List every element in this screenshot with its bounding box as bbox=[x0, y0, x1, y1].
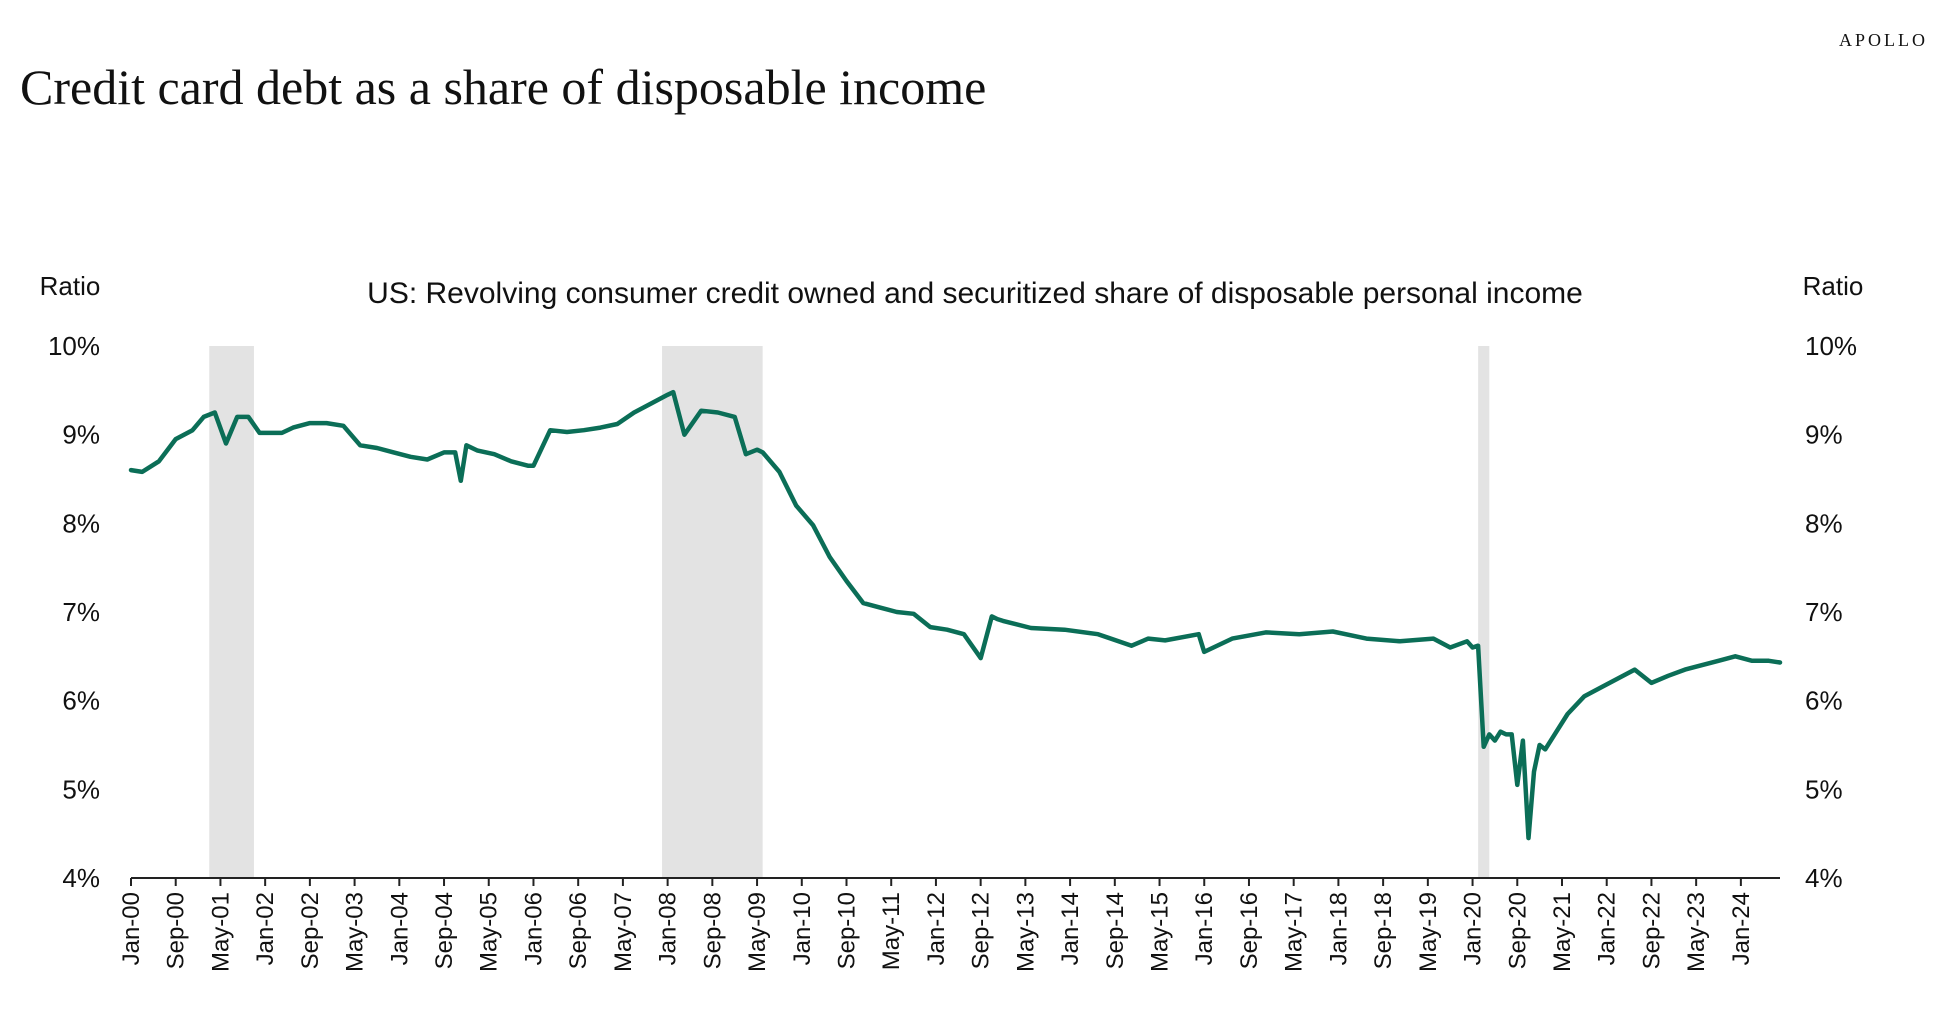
x-tick-label: Sep-18 bbox=[1370, 892, 1397, 969]
x-tick-label: Jan-22 bbox=[1594, 892, 1621, 965]
y-axis-label-left: Ratio bbox=[40, 271, 101, 301]
x-tick-label: Jan-08 bbox=[655, 892, 682, 965]
x-tick-label: May-19 bbox=[1415, 892, 1442, 972]
x-tick-label: Jan-18 bbox=[1325, 892, 1352, 965]
y-tick-label-right: 6% bbox=[1805, 686, 1843, 716]
x-tick-label: Jan-14 bbox=[1057, 892, 1084, 965]
x-tick-label: May-13 bbox=[1012, 892, 1039, 972]
x-tick-label: Jan-00 bbox=[118, 892, 145, 965]
x-tick-label: Sep-00 bbox=[163, 892, 190, 969]
subtitle: US: Revolving consumer credit owned and … bbox=[367, 277, 1583, 310]
y-tick-label-right: 4% bbox=[1805, 863, 1843, 893]
x-tick-label: Jan-10 bbox=[789, 892, 816, 965]
x-tick-label: May-23 bbox=[1683, 892, 1710, 972]
x-tick-label: May-07 bbox=[610, 892, 637, 972]
x-tick-label: Sep-04 bbox=[431, 892, 458, 969]
x-tick-label: Sep-12 bbox=[968, 892, 995, 969]
x-axis-ticks: Jan-00 Sep-00 May-01 Jan-02 Sep-02 May-03 Jan-… bbox=[118, 878, 1755, 972]
x-tick-label: Sep-22 bbox=[1638, 892, 1665, 969]
y-tick-label-left: 6% bbox=[62, 686, 100, 716]
x-tick-label: May-01 bbox=[207, 892, 234, 972]
x-tick-label: Sep-10 bbox=[834, 892, 861, 969]
x-tick-label: May-03 bbox=[342, 892, 369, 972]
x-tick-label: May-05 bbox=[476, 892, 503, 972]
x-tick-label: Sep-06 bbox=[565, 892, 592, 969]
x-tick-label: Sep-16 bbox=[1236, 892, 1263, 969]
recession-shading bbox=[209, 346, 1490, 878]
x-tick-label: Jan-02 bbox=[252, 892, 279, 965]
x-tick-label: May-15 bbox=[1147, 892, 1174, 972]
recession-band-3 bbox=[1478, 346, 1490, 878]
x-tick-label: May-09 bbox=[744, 892, 771, 972]
x-tick-label: May-17 bbox=[1281, 892, 1308, 972]
recession-band-2 bbox=[662, 346, 763, 878]
y-tick-label-right: 5% bbox=[1805, 774, 1843, 804]
brand-logo: APOLLO bbox=[1839, 30, 1928, 50]
x-tick-label: Jan-24 bbox=[1728, 892, 1755, 965]
y-tick-label-left: 8% bbox=[62, 508, 100, 538]
x-tick-label: May-21 bbox=[1549, 892, 1576, 972]
x-tick-label: Sep-20 bbox=[1504, 892, 1531, 969]
x-tick-label: Jan-16 bbox=[1191, 892, 1218, 965]
y-tick-label-left: 4% bbox=[62, 863, 100, 893]
x-tick-label: Jan-04 bbox=[386, 892, 413, 965]
x-tick-label: Jan-20 bbox=[1460, 892, 1487, 965]
series-line bbox=[128, 389, 1783, 841]
y-tick-label-right: 8% bbox=[1805, 508, 1843, 538]
x-tick-label: Jan-06 bbox=[521, 892, 548, 965]
y-tick-label-right: 9% bbox=[1805, 420, 1843, 450]
y-tick-label-left: 5% bbox=[62, 774, 100, 804]
y-tick-label-right: 10% bbox=[1805, 331, 1857, 361]
x-tick-label: Sep-08 bbox=[699, 892, 726, 969]
x-tick-label: Sep-02 bbox=[297, 892, 324, 969]
y-axis-label-right: Ratio bbox=[1803, 271, 1864, 301]
x-tick-label: Sep-14 bbox=[1102, 892, 1129, 969]
page-title: Credit card debt as a share of disposabl… bbox=[20, 59, 987, 115]
x-tick-label: Jan-12 bbox=[923, 892, 950, 965]
y-tick-label-left: 7% bbox=[62, 597, 100, 627]
x-tick-label: May-11 bbox=[878, 892, 905, 970]
y-tick-label-left: 9% bbox=[62, 420, 100, 450]
y-tick-label-right: 7% bbox=[1805, 597, 1843, 627]
y-tick-label-left: 10% bbox=[48, 331, 100, 361]
y-axis-ticks: 4% 4% 5% 5% 6% 6% 7% 7% 8% 8% 9% 9% 10% 10% bbox=[48, 331, 1857, 893]
